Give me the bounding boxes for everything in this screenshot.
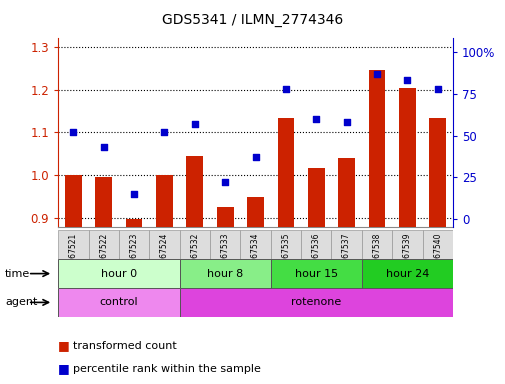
Text: hour 0: hour 0 bbox=[100, 268, 137, 279]
Point bbox=[190, 121, 198, 127]
Text: GSM567537: GSM567537 bbox=[341, 233, 350, 279]
Bar bbox=[277, 118, 294, 227]
Text: GDS5341 / ILMN_2774346: GDS5341 / ILMN_2774346 bbox=[162, 13, 343, 27]
Bar bbox=[65, 175, 82, 227]
Text: GSM567539: GSM567539 bbox=[402, 233, 411, 279]
Bar bbox=[186, 156, 203, 227]
Bar bbox=[361, 259, 452, 288]
Bar bbox=[58, 259, 179, 288]
Point bbox=[99, 144, 108, 151]
Text: GSM567540: GSM567540 bbox=[432, 233, 441, 279]
Bar bbox=[179, 288, 452, 317]
Bar bbox=[247, 197, 264, 227]
Text: GSM567532: GSM567532 bbox=[190, 233, 199, 279]
Point bbox=[160, 129, 168, 135]
Point bbox=[342, 119, 350, 125]
Bar bbox=[210, 230, 240, 259]
Text: percentile rank within the sample: percentile rank within the sample bbox=[73, 364, 261, 374]
Bar bbox=[300, 230, 331, 259]
Bar bbox=[429, 118, 445, 227]
Bar bbox=[398, 88, 415, 227]
Text: GSM567522: GSM567522 bbox=[99, 233, 108, 279]
Bar bbox=[331, 230, 361, 259]
Text: ■: ■ bbox=[58, 339, 74, 352]
Text: control: control bbox=[99, 297, 138, 308]
Text: transformed count: transformed count bbox=[73, 341, 177, 351]
Text: GSM567533: GSM567533 bbox=[220, 233, 229, 279]
Point bbox=[251, 154, 259, 161]
Point bbox=[221, 179, 229, 185]
Point bbox=[312, 116, 320, 122]
Point bbox=[69, 129, 77, 135]
Text: hour 8: hour 8 bbox=[207, 268, 243, 279]
Text: agent: agent bbox=[5, 297, 37, 308]
Text: GSM567538: GSM567538 bbox=[372, 233, 381, 279]
Bar bbox=[240, 230, 270, 259]
Text: GSM567521: GSM567521 bbox=[69, 233, 78, 279]
Bar bbox=[179, 259, 270, 288]
Text: time: time bbox=[5, 268, 30, 279]
Point bbox=[372, 71, 380, 77]
Text: GSM567535: GSM567535 bbox=[281, 233, 290, 279]
Point bbox=[402, 77, 411, 83]
Bar bbox=[119, 230, 149, 259]
Bar bbox=[58, 288, 179, 317]
Text: GSM567523: GSM567523 bbox=[129, 233, 138, 279]
Bar bbox=[149, 230, 179, 259]
Bar bbox=[391, 230, 422, 259]
Bar bbox=[270, 259, 361, 288]
Point bbox=[130, 191, 138, 197]
Bar bbox=[217, 207, 233, 227]
Bar bbox=[307, 167, 324, 227]
Text: ■: ■ bbox=[58, 362, 74, 375]
Text: GSM567536: GSM567536 bbox=[311, 233, 320, 279]
Bar bbox=[179, 230, 210, 259]
Bar bbox=[126, 219, 142, 227]
Bar bbox=[337, 158, 355, 227]
Text: hour 24: hour 24 bbox=[385, 268, 428, 279]
Bar bbox=[95, 177, 112, 227]
Bar bbox=[361, 230, 391, 259]
Text: GSM567534: GSM567534 bbox=[250, 233, 260, 279]
Bar bbox=[368, 71, 385, 227]
Bar bbox=[88, 230, 119, 259]
Text: rotenone: rotenone bbox=[290, 297, 341, 308]
Text: hour 15: hour 15 bbox=[294, 268, 337, 279]
Bar bbox=[58, 230, 88, 259]
Bar bbox=[422, 230, 452, 259]
Point bbox=[433, 86, 441, 92]
Bar bbox=[270, 230, 300, 259]
Point bbox=[281, 86, 289, 92]
Bar bbox=[156, 175, 173, 227]
Text: GSM567524: GSM567524 bbox=[160, 233, 169, 279]
